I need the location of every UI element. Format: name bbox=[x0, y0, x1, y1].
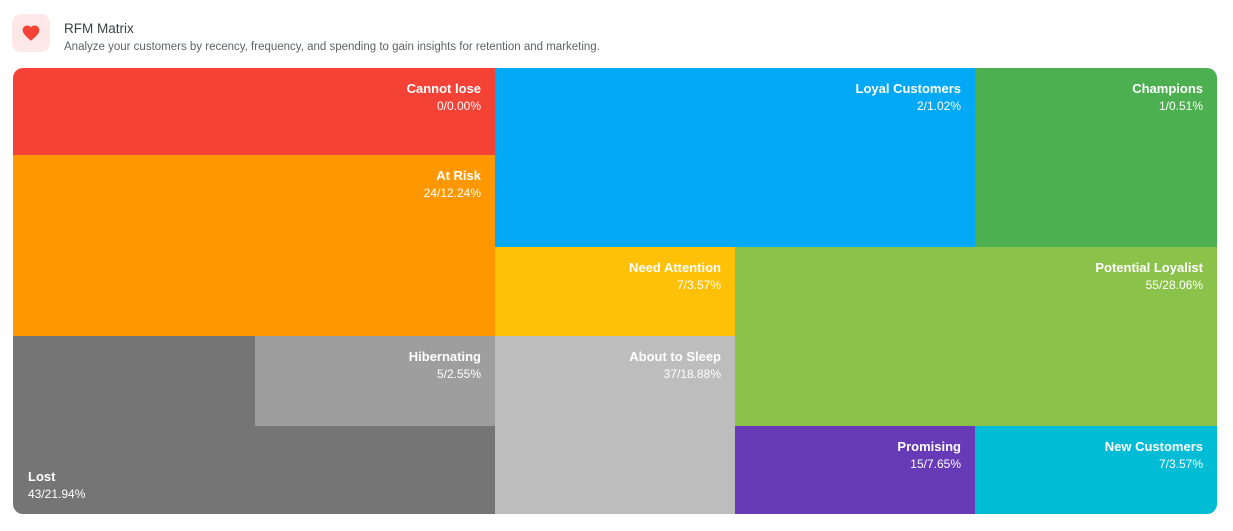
segment-value-champions: 1/0.51% bbox=[1158, 98, 1203, 113]
segment-label-loyal-customers: Loyal Customers bbox=[855, 81, 961, 96]
segment-value-about-to-sleep: 37/18.88% bbox=[663, 366, 721, 381]
segment-lost[interactable]: Lost 43/21.94% bbox=[13, 336, 255, 514]
segment-value-promising: 15/7.65% bbox=[910, 456, 961, 471]
segment-champions[interactable]: Champions 1/0.51% bbox=[975, 68, 1217, 247]
segment-new-customers[interactable]: New Customers 7/3.57% bbox=[975, 426, 1217, 514]
segment-value-loyal-customers: 2/1.02% bbox=[916, 98, 961, 113]
segment-cannot-lose[interactable]: Cannot lose 0/0.00% bbox=[13, 68, 495, 155]
segment-label-cannot-lose: Cannot lose bbox=[406, 81, 481, 96]
segment-label-potential-loyalist: Potential Loyalist bbox=[1095, 260, 1203, 275]
segment-potential-loyalist[interactable]: Potential Loyalist 55/28.06% bbox=[735, 247, 1217, 426]
segment-label-about-to-sleep: About to Sleep bbox=[629, 349, 721, 364]
segment-label-hibernating: Hibernating bbox=[408, 349, 481, 364]
heart-icon bbox=[12, 14, 50, 52]
segment-value-lost: 43/21.94% bbox=[28, 486, 86, 501]
segment-promising[interactable]: Promising 15/7.65% bbox=[735, 426, 975, 514]
header: RFM Matrix Analyze your customers by rec… bbox=[12, 14, 600, 55]
header-text: RFM Matrix Analyze your customers by rec… bbox=[64, 14, 600, 55]
segment-at-risk[interactable]: At Risk 24/12.24% bbox=[13, 155, 495, 336]
segment-label-new-customers: New Customers bbox=[1104, 439, 1203, 454]
segment-value-potential-loyalist: 55/28.06% bbox=[1145, 277, 1203, 292]
segment-need-attention[interactable]: Need Attention 7/3.57% bbox=[495, 247, 735, 336]
page-title: RFM Matrix bbox=[64, 21, 134, 36]
segment-label-at-risk: At Risk bbox=[436, 168, 481, 183]
segment-about-to-sleep[interactable]: About to Sleep 37/18.88% bbox=[495, 336, 735, 514]
page-subtitle: Analyze your customers by recency, frequ… bbox=[64, 41, 600, 54]
segment-value-new-customers: 7/3.57% bbox=[1158, 456, 1203, 471]
segment-loyal-customers[interactable]: Loyal Customers 2/1.02% bbox=[495, 68, 975, 247]
segment-lost-extension[interactable] bbox=[255, 426, 495, 514]
segment-hibernating[interactable]: Hibernating 5/2.55% bbox=[255, 336, 495, 426]
rfm-matrix-chart: Cannot lose 0/0.00% At Risk 24/12.24% Loyal … bbox=[13, 68, 1217, 514]
segment-label-lost: Lost bbox=[28, 469, 56, 485]
segment-label-promising: Promising bbox=[897, 439, 961, 454]
segment-label-need-attention: Need Attention bbox=[629, 260, 721, 275]
segment-value-at-risk: 24/12.24% bbox=[423, 185, 481, 200]
segment-value-need-attention: 7/3.57% bbox=[676, 277, 721, 292]
heart-icon-glyph bbox=[22, 25, 40, 41]
segment-value-hibernating: 5/2.55% bbox=[436, 366, 481, 381]
segment-label-champions: Champions bbox=[1132, 81, 1203, 96]
segment-value-cannot-lose: 0/0.00% bbox=[436, 98, 481, 113]
